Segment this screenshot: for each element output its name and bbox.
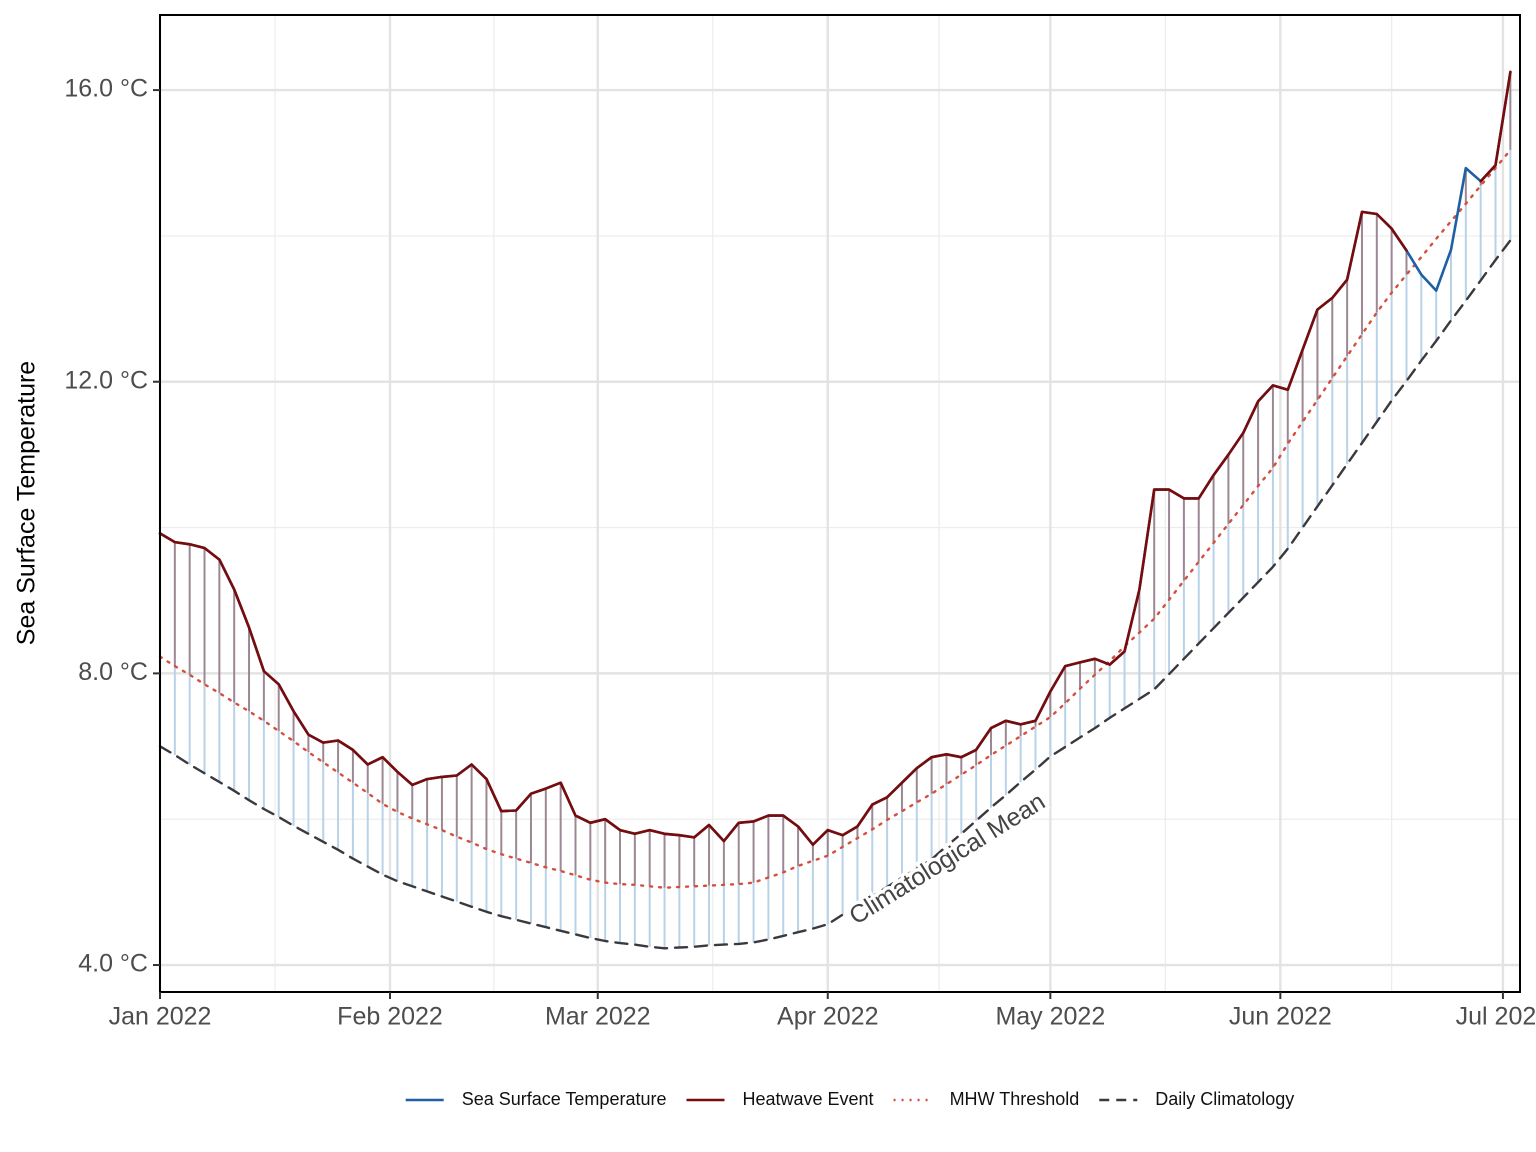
x-tick-label: Jul 2022: [1456, 1003, 1536, 1031]
y-tick-label: 16.0 °C: [64, 75, 148, 103]
grid: [158, 15, 1520, 992]
y-tick-label: 4.0 °C: [78, 950, 148, 978]
y-tick-label: 8.0 °C: [78, 658, 148, 686]
x-tick-label: Jun 2022: [1229, 1003, 1332, 1031]
legend-item: Heatwave Event: [686, 1089, 874, 1109]
legend: Sea Surface Temperature Heatwave Event MHW…: [405, 1089, 1294, 1109]
legend-label: Sea Surface Temperature: [462, 1089, 667, 1109]
legend-item: Sea Surface Temperature: [405, 1089, 667, 1109]
x-tick-label: Jan 2022: [109, 1003, 212, 1031]
series-line: [158, 148, 1512, 889]
legend-item: MHW Threshold: [893, 1089, 1080, 1109]
fills: [159, 71, 1512, 949]
series-line: [158, 70, 1512, 846]
series-line: [158, 70, 1512, 846]
x-tick-label: Mar 2022: [545, 1003, 651, 1031]
series-line: [158, 239, 1512, 950]
legend-label: Daily Climatology: [1155, 1089, 1294, 1109]
legend-label: MHW Threshold: [950, 1089, 1080, 1109]
legend-item: Daily Climatology: [1099, 1089, 1294, 1109]
plot-border: [159, 14, 1521, 993]
x-tick-label: May 2022: [995, 1003, 1105, 1031]
y-axis-label: Sea Surface Temperature: [13, 361, 41, 645]
lines: [158, 70, 1512, 950]
x-tick-label: Apr 2022: [777, 1003, 878, 1031]
axes: 4.0 °C 8.0 °C 12.0 °C 16.0 °C Jan 2022 Feb 20…: [64, 75, 1536, 1031]
x-tick-label: Feb 2022: [337, 1003, 443, 1031]
y-tick-label: 12.0 °C: [64, 366, 148, 394]
legend-label: Heatwave Event: [742, 1089, 873, 1109]
